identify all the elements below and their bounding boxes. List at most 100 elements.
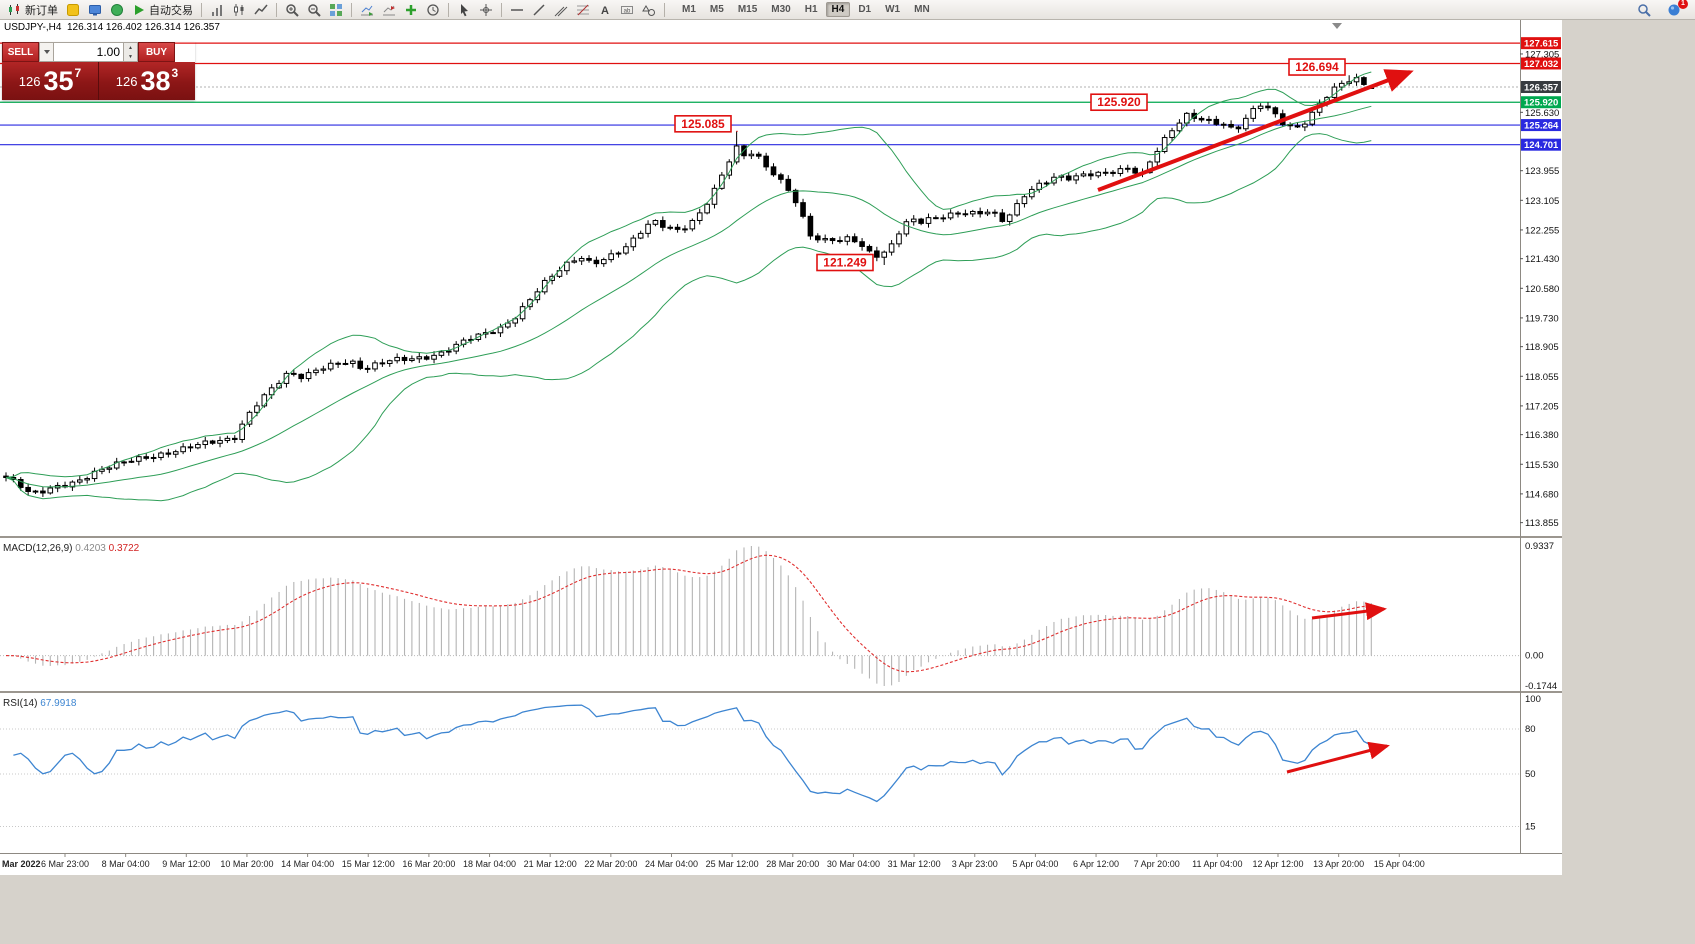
candle-b <box>231 437 238 440</box>
candles-layer <box>3 73 1375 497</box>
bar-chart-button[interactable] <box>206 1 228 19</box>
candle-b <box>925 217 932 224</box>
candle-b <box>431 354 437 360</box>
timeframe-button-h4[interactable]: H4 <box>825 2 851 17</box>
fibonacci-button[interactable] <box>572 1 594 19</box>
shapes-button[interactable] <box>638 1 660 19</box>
search-button[interactable] <box>1633 1 1655 19</box>
volume-increase-button[interactable]: ▲ <box>124 43 137 52</box>
trend-arrow[interactable] <box>1286 741 1390 774</box>
candlestick-chart-button[interactable] <box>228 1 250 19</box>
new-order-button[interactable]: 新订单 <box>4 1 62 19</box>
indicators-button[interactable] <box>400 1 422 19</box>
buy-price-display[interactable]: 126 38 3 <box>99 62 195 100</box>
timeframe-button-d1[interactable]: D1 <box>858 4 872 15</box>
bollinger-middle <box>5 105 1372 488</box>
time-tick-label: 25 Mar 12:00 <box>706 859 759 869</box>
sell-price-big: 35 <box>43 66 74 96</box>
volume-dropdown-button[interactable] <box>39 42 54 62</box>
time-tick-label: 6 Mar 23:00 <box>41 859 89 869</box>
candle-b <box>438 351 445 356</box>
candle-b <box>1361 77 1367 85</box>
label-button[interactable]: ab <box>616 1 638 19</box>
candle-b <box>519 306 526 320</box>
navigator-icon <box>111 3 123 16</box>
cycles-button[interactable] <box>422 1 444 19</box>
bollinger-upper <box>5 71 1372 478</box>
candle-b <box>586 257 592 261</box>
symbol-ohlc-label: USDJPY-,H4 126.314 126.402 126.314 126.3… <box>4 22 220 33</box>
candle-b <box>1102 171 1109 174</box>
timeframe-button-m30[interactable]: M30 <box>771 4 791 15</box>
price-tick-label: 118.055 <box>1525 372 1559 383</box>
toolbar-separator <box>276 2 277 17</box>
candle-b <box>822 238 828 241</box>
svg-text:A: A <box>601 5 609 17</box>
line-chart-button[interactable] <box>250 1 272 19</box>
trend-arrow[interactable] <box>1311 602 1387 621</box>
timeframe-button-mn[interactable]: MN <box>914 4 930 15</box>
chart-canvas[interactable]: 125.085 121.249 125.920 126.694 127.615127.3… <box>0 20 1562 875</box>
channel-button[interactable] <box>550 1 572 19</box>
candle-b <box>77 479 83 483</box>
price-label-box <box>1521 80 1561 93</box>
price-tick-label: 123.105 <box>1525 196 1559 207</box>
macd-axis-label: -0.1744 <box>1525 681 1557 692</box>
horizontal-line-icon <box>511 8 523 11</box>
macd-pane <box>0 546 1520 686</box>
chart-shift-button[interactable] <box>378 1 400 19</box>
zoom-in-button[interactable] <box>281 1 303 19</box>
time-tick-label: 16 Mar 20:00 <box>402 859 455 869</box>
volume-decrease-button[interactable]: ▼ <box>124 52 137 61</box>
line-chart-icon <box>254 4 268 14</box>
timeframe-button-h1[interactable]: H1 <box>804 4 818 15</box>
zoom-out-button[interactable] <box>303 1 325 19</box>
candle-b <box>350 360 356 364</box>
sell-button[interactable]: SELL <box>2 42 39 62</box>
auto-scroll-button[interactable] <box>356 1 378 19</box>
timeframe-button-m1[interactable]: M1 <box>682 4 696 15</box>
price-label-text: 124.701 <box>1524 140 1559 151</box>
market-watch-button[interactable] <box>84 1 106 19</box>
candle-b <box>1006 214 1013 222</box>
candle-b <box>999 212 1006 222</box>
timeframe-button-m15[interactable]: M15 <box>737 4 758 15</box>
time-tick-label: 3 Apr 23:00 <box>952 859 998 869</box>
pane-splitter <box>0 691 1562 693</box>
candle-b <box>534 291 541 301</box>
trade-panel-price-row: 126 35 7 126 38 3 <box>2 62 195 100</box>
candle-b <box>1272 107 1279 115</box>
horizontal-line-button[interactable] <box>506 1 528 19</box>
rsi-axis-label: 80 <box>1525 724 1536 735</box>
market-watch-icon <box>89 4 101 15</box>
annotation-box <box>674 115 732 133</box>
autotrading-button[interactable]: 自动交易 <box>128 1 197 19</box>
candle-b <box>224 437 231 442</box>
text-button[interactable]: A <box>594 1 616 19</box>
candle-b <box>320 368 327 371</box>
candle-b <box>364 367 371 370</box>
trend-arrow[interactable] <box>1097 69 1414 192</box>
sell-price-display[interactable]: 126 35 7 <box>2 62 98 100</box>
time-tick-label: 6 Apr 12:00 <box>1073 859 1119 869</box>
candle-b <box>763 155 769 168</box>
metaeditor-button[interactable] <box>62 1 84 19</box>
trendline-button[interactable] <box>528 1 550 19</box>
buy-button[interactable]: BUY <box>138 42 175 62</box>
tile-windows-button[interactable] <box>325 1 347 19</box>
crosshair-button[interactable] <box>475 1 497 19</box>
volume-input[interactable] <box>54 42 124 62</box>
time-tick-label: 10 Mar 20:00 <box>220 859 273 869</box>
price-label-box <box>1521 96 1561 109</box>
candle-b <box>844 236 851 242</box>
navigator-button[interactable] <box>106 1 128 19</box>
timeframe-button-w1[interactable]: W1 <box>885 4 901 15</box>
time-tick-label: 15 Apr 04:00 <box>1374 859 1425 869</box>
chart-window[interactable]: 125.085 121.249 125.920 126.694 127.615 127.3… <box>0 20 1562 875</box>
cursor-button[interactable] <box>453 1 475 19</box>
timeframe-button-m5[interactable]: M5 <box>709 4 724 15</box>
candle-b <box>187 446 194 449</box>
time-tick-label: 8 Mar 04:00 <box>102 859 150 869</box>
notifications-button[interactable]: 1 <box>1663 0 1688 19</box>
candle-b <box>69 481 76 488</box>
